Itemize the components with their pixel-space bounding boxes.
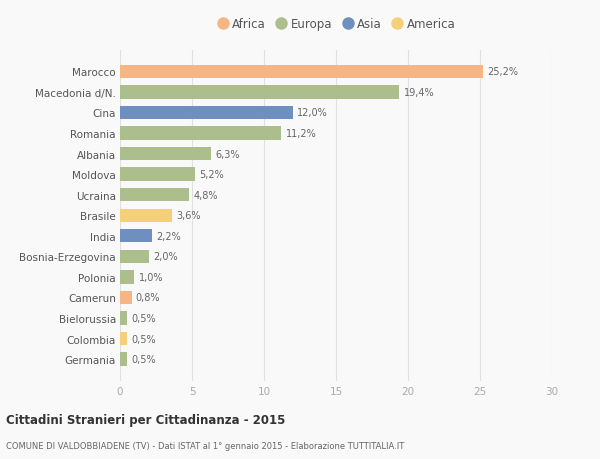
Bar xyxy=(120,250,149,263)
Text: 0,5%: 0,5% xyxy=(131,313,156,323)
Text: COMUNE DI VALDOBBIADENE (TV) - Dati ISTAT al 1° gennaio 2015 - Elaborazione TUTT: COMUNE DI VALDOBBIADENE (TV) - Dati ISTA… xyxy=(6,441,404,450)
Bar xyxy=(120,353,127,366)
Bar xyxy=(120,168,195,181)
Bar xyxy=(120,66,483,79)
Bar xyxy=(120,291,131,304)
Text: 0,8%: 0,8% xyxy=(136,293,160,303)
Text: 3,6%: 3,6% xyxy=(176,211,200,221)
Bar xyxy=(120,106,293,120)
Text: 4,8%: 4,8% xyxy=(193,190,218,200)
Bar xyxy=(120,189,189,202)
Bar xyxy=(120,209,172,223)
Text: 5,2%: 5,2% xyxy=(199,170,224,180)
Text: 25,2%: 25,2% xyxy=(487,67,518,77)
Bar xyxy=(120,271,134,284)
Legend: Africa, Europa, Asia, America: Africa, Europa, Asia, America xyxy=(212,13,460,36)
Text: 6,3%: 6,3% xyxy=(215,149,239,159)
Bar xyxy=(120,86,400,99)
Text: 0,5%: 0,5% xyxy=(131,334,156,344)
Text: 0,5%: 0,5% xyxy=(131,354,156,364)
Bar xyxy=(120,147,211,161)
Text: 11,2%: 11,2% xyxy=(286,129,316,139)
Text: 1,0%: 1,0% xyxy=(139,272,163,282)
Bar xyxy=(120,230,152,243)
Bar xyxy=(120,332,127,346)
Text: 2,0%: 2,0% xyxy=(153,252,178,262)
Bar xyxy=(120,312,127,325)
Text: 12,0%: 12,0% xyxy=(297,108,328,118)
Text: 2,2%: 2,2% xyxy=(156,231,181,241)
Bar xyxy=(120,127,281,140)
Text: Cittadini Stranieri per Cittadinanza - 2015: Cittadini Stranieri per Cittadinanza - 2… xyxy=(6,413,286,426)
Text: 19,4%: 19,4% xyxy=(404,88,434,98)
